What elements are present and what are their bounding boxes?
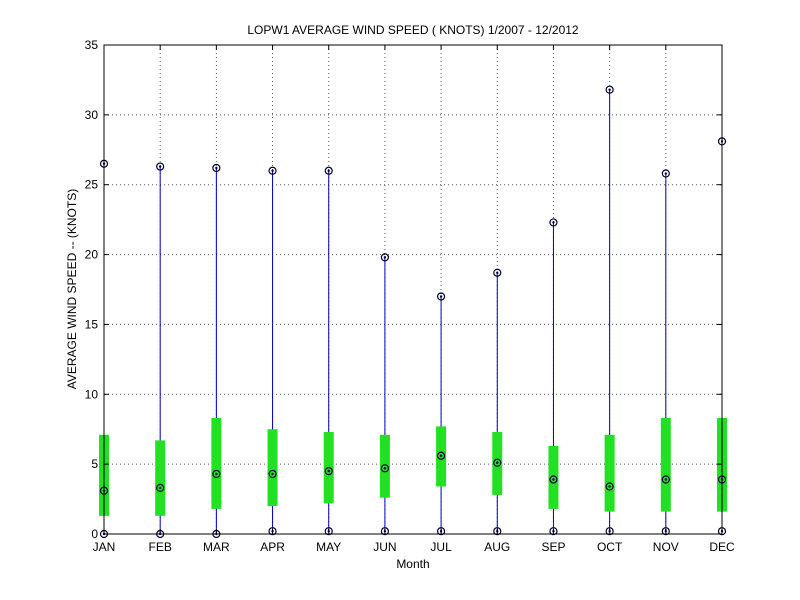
median-marker-dot: [158, 486, 162, 490]
max-marker-dot: [439, 295, 443, 298]
x-tick-label: DEC: [709, 540, 735, 554]
max-marker: [493, 268, 502, 277]
y-tick-label: 25: [85, 178, 99, 192]
max-marker-dot: [496, 271, 499, 274]
x-tick-label: NOV: [653, 540, 679, 554]
median-marker: [380, 464, 390, 473]
iqr-box: [211, 418, 222, 509]
chart-title: LOPW1 AVERAGE WIND SPEED ( KNOTS) 1/2007…: [247, 23, 579, 37]
markers: [99, 85, 727, 539]
x-tick-label: MAR: [203, 540, 230, 554]
iqr-box: [660, 418, 671, 512]
min-marker: [380, 527, 390, 536]
x-tick-label: JUL: [430, 540, 452, 554]
max-marker-dot: [608, 88, 611, 91]
x-tick-label: MAY: [316, 540, 341, 554]
median-marker: [156, 483, 165, 492]
x-tick-label: JAN: [93, 540, 116, 554]
y-tick-label: 35: [85, 38, 99, 52]
median-marker-dot: [327, 469, 330, 473]
min-marker: [436, 527, 446, 536]
iqr-box: [604, 434, 615, 512]
x-tick-label: JUN: [373, 540, 396, 554]
plot-background: [104, 45, 722, 534]
min-marker: [493, 527, 502, 536]
max-marker-dot: [327, 169, 330, 172]
max-marker: [605, 85, 614, 94]
max-marker-dot: [215, 166, 218, 170]
max-marker-dot: [664, 172, 668, 175]
tick-marks: [103, 44, 723, 535]
median-marker: [436, 451, 446, 460]
max-marker-dot: [552, 221, 555, 224]
median-marker-dot: [439, 454, 443, 457]
median-marker: [661, 475, 670, 484]
axes-frame: [103, 44, 723, 535]
max-marker: [212, 163, 221, 173]
median-marker: [268, 469, 277, 479]
iqr-box: [379, 434, 390, 498]
x-tick-label: SEP: [541, 540, 565, 554]
y-tick-labels: 0 5 10 15 20 25 30 35: [85, 38, 99, 541]
median-marker: [549, 475, 558, 484]
iqr-box: [155, 440, 166, 516]
iqr-box: [548, 445, 559, 509]
median-marker-dot: [552, 478, 555, 481]
median-marker-dot: [215, 472, 218, 476]
x-tick-label: OCT: [597, 540, 623, 554]
median-marker-dot: [383, 467, 387, 470]
plot-area: [99, 44, 727, 539]
max-marker: [380, 253, 390, 262]
min-marker: [605, 527, 614, 536]
x-tick-labels: JAN FEB MAR APR MAY JUN JUL AUG SEP OCT NOV DEC: [93, 540, 735, 554]
max-marker: [436, 292, 446, 301]
min-marker: [268, 527, 277, 536]
max-marker: [661, 169, 670, 178]
y-axis-title: AVERAGE WIND SPEED -- (KNOTS): [65, 189, 79, 389]
min-marker: [661, 527, 670, 536]
max-marker: [549, 218, 558, 227]
min-marker: [324, 527, 333, 536]
y-tick-label: 30: [85, 108, 99, 122]
max-marker-dot: [271, 169, 274, 172]
median-marker: [605, 482, 614, 491]
median-marker-dot: [664, 478, 668, 481]
y-tick-label: 0: [91, 527, 98, 541]
median-marker-dot: [271, 472, 274, 476]
min-marker: [549, 527, 558, 536]
median-marker-dot: [496, 461, 499, 464]
median-marker-dot: [608, 485, 611, 488]
x-tick-label: AUG: [484, 540, 510, 554]
max-marker: [156, 162, 165, 171]
iqr-box: [267, 429, 278, 507]
max-marker: [268, 166, 277, 175]
y-tick-label: 15: [85, 317, 99, 331]
median-marker: [324, 467, 333, 476]
max-marker-dot: [383, 256, 387, 259]
x-tick-label: FEB: [149, 540, 172, 554]
median-marker: [212, 469, 221, 479]
x-axis-title: Month: [396, 557, 429, 571]
max-marker: [324, 166, 333, 175]
y-tick-label: 5: [91, 457, 98, 471]
y-tick-label: 20: [85, 248, 99, 262]
x-tick-label: APR: [260, 540, 285, 554]
max-marker-dot: [158, 165, 162, 168]
median-marker: [493, 458, 502, 467]
y-tick-label: 10: [85, 387, 99, 401]
